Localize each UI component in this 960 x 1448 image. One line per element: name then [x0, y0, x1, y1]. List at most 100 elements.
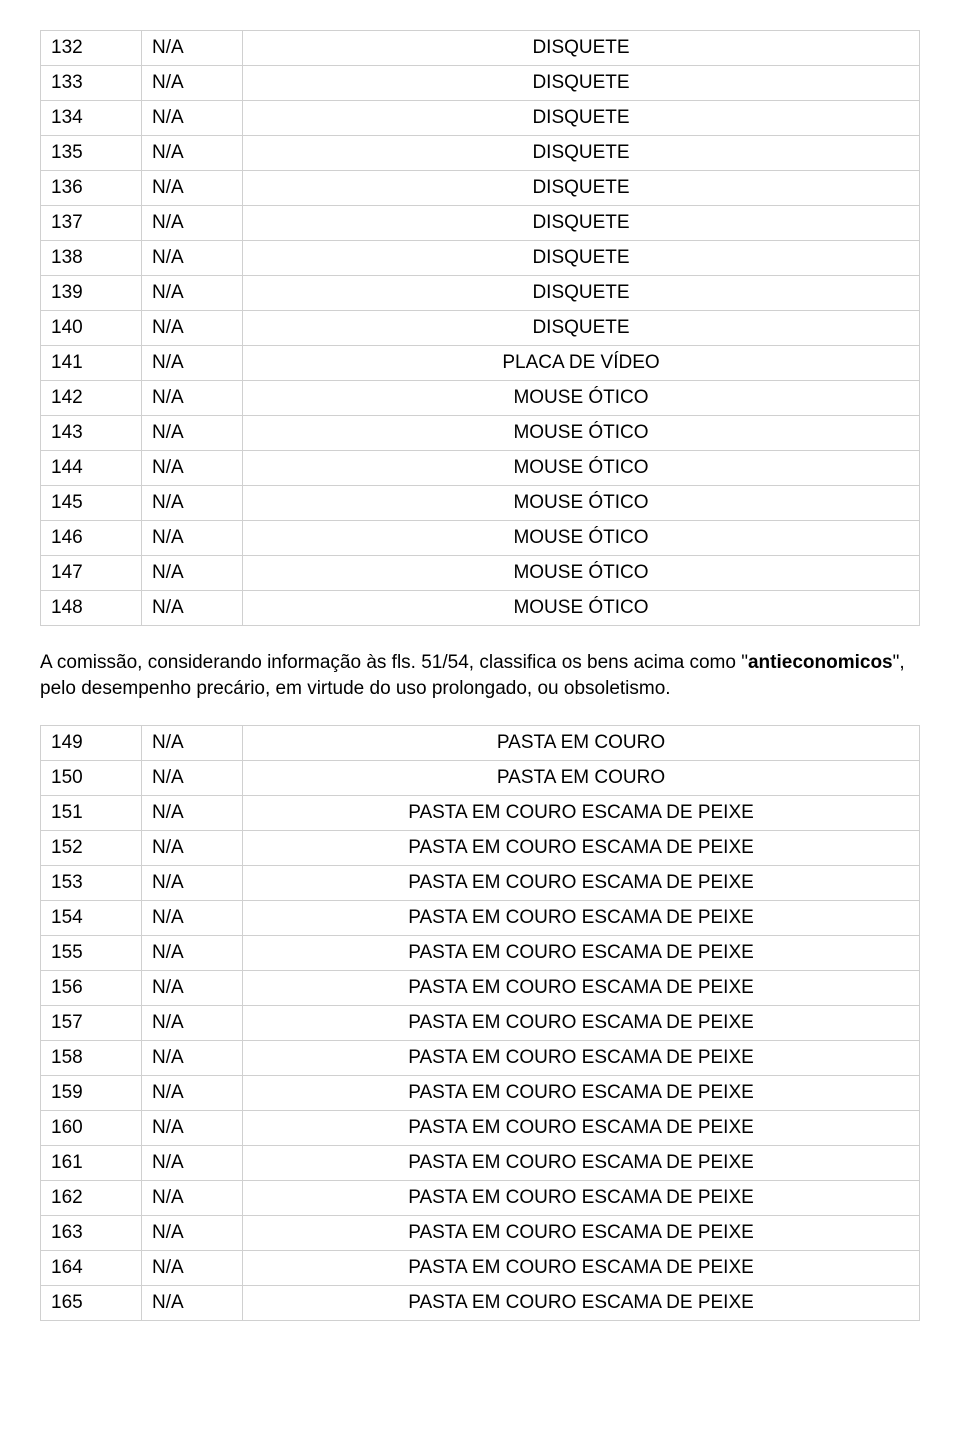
cell-num: 142	[41, 381, 142, 416]
cell-na: N/A	[142, 241, 243, 276]
cell-na: N/A	[142, 346, 243, 381]
cell-desc: MOUSE ÓTICO	[243, 521, 920, 556]
cell-na: N/A	[142, 171, 243, 206]
cell-num: 154	[41, 901, 142, 936]
table-row: 159N/APASTA EM COURO ESCAMA DE PEIXE	[41, 1076, 920, 1111]
cell-na: N/A	[142, 1111, 243, 1146]
items-table-top: 132N/ADISQUETE133N/ADISQUETE134N/ADISQUE…	[40, 30, 920, 626]
table-row: 132N/ADISQUETE	[41, 31, 920, 66]
cell-na: N/A	[142, 1251, 243, 1286]
cell-num: 140	[41, 311, 142, 346]
cell-na: N/A	[142, 971, 243, 1006]
para-bold: antieconomicos	[748, 652, 893, 673]
cell-num: 132	[41, 31, 142, 66]
cell-desc: PASTA EM COURO	[243, 761, 920, 796]
cell-na: N/A	[142, 136, 243, 171]
cell-desc: DISQUETE	[243, 241, 920, 276]
cell-desc: PASTA EM COURO ESCAMA DE PEIXE	[243, 1111, 920, 1146]
cell-num: 143	[41, 416, 142, 451]
table-row: 163N/APASTA EM COURO ESCAMA DE PEIXE	[41, 1216, 920, 1251]
cell-desc: PASTA EM COURO ESCAMA DE PEIXE	[243, 866, 920, 901]
table-row: 149N/APASTA EM COURO	[41, 726, 920, 761]
cell-desc: MOUSE ÓTICO	[243, 451, 920, 486]
cell-num: 155	[41, 936, 142, 971]
cell-na: N/A	[142, 451, 243, 486]
table-row: 152N/APASTA EM COURO ESCAMA DE PEIXE	[41, 831, 920, 866]
cell-num: 133	[41, 66, 142, 101]
table-row: 158N/APASTA EM COURO ESCAMA DE PEIXE	[41, 1041, 920, 1076]
cell-num: 152	[41, 831, 142, 866]
cell-na: N/A	[142, 276, 243, 311]
cell-desc: PASTA EM COURO ESCAMA DE PEIXE	[243, 1006, 920, 1041]
cell-na: N/A	[142, 66, 243, 101]
cell-desc: DISQUETE	[243, 206, 920, 241]
cell-na: N/A	[142, 206, 243, 241]
cell-desc: DISQUETE	[243, 136, 920, 171]
table-row: 165N/APASTA EM COURO ESCAMA DE PEIXE	[41, 1286, 920, 1321]
cell-desc: PASTA EM COURO ESCAMA DE PEIXE	[243, 1286, 920, 1321]
table-row: 150N/APASTA EM COURO	[41, 761, 920, 796]
cell-num: 156	[41, 971, 142, 1006]
cell-na: N/A	[142, 1041, 243, 1076]
cell-na: N/A	[142, 1146, 243, 1181]
cell-na: N/A	[142, 1181, 243, 1216]
cell-desc: PASTA EM COURO ESCAMA DE PEIXE	[243, 971, 920, 1006]
cell-desc: MOUSE ÓTICO	[243, 486, 920, 521]
cell-na: N/A	[142, 556, 243, 591]
table-row: 136N/ADISQUETE	[41, 171, 920, 206]
cell-desc: PLACA DE VÍDEO	[243, 346, 920, 381]
cell-num: 163	[41, 1216, 142, 1251]
cell-num: 164	[41, 1251, 142, 1286]
table-row: 164N/APASTA EM COURO ESCAMA DE PEIXE	[41, 1251, 920, 1286]
cell-num: 162	[41, 1181, 142, 1216]
cell-na: N/A	[142, 831, 243, 866]
cell-desc: PASTA EM COURO	[243, 726, 920, 761]
cell-na: N/A	[142, 1006, 243, 1041]
table-row: 135N/ADISQUETE	[41, 136, 920, 171]
cell-na: N/A	[142, 726, 243, 761]
cell-num: 157	[41, 1006, 142, 1041]
cell-desc: PASTA EM COURO ESCAMA DE PEIXE	[243, 796, 920, 831]
table-row: 134N/ADISQUETE	[41, 101, 920, 136]
cell-desc: DISQUETE	[243, 171, 920, 206]
cell-na: N/A	[142, 31, 243, 66]
cell-num: 146	[41, 521, 142, 556]
items-table-bottom: 149N/APASTA EM COURO150N/APASTA EM COURO…	[40, 725, 920, 1321]
cell-desc: MOUSE ÓTICO	[243, 556, 920, 591]
table-row: 154N/APASTA EM COURO ESCAMA DE PEIXE	[41, 901, 920, 936]
cell-na: N/A	[142, 901, 243, 936]
table-row: 161N/APASTA EM COURO ESCAMA DE PEIXE	[41, 1146, 920, 1181]
table-row: 151N/APASTA EM COURO ESCAMA DE PEIXE	[41, 796, 920, 831]
cell-num: 139	[41, 276, 142, 311]
cell-desc: DISQUETE	[243, 276, 920, 311]
cell-num: 161	[41, 1146, 142, 1181]
table-row: 157N/APASTA EM COURO ESCAMA DE PEIXE	[41, 1006, 920, 1041]
cell-desc: DISQUETE	[243, 311, 920, 346]
cell-num: 149	[41, 726, 142, 761]
cell-na: N/A	[142, 486, 243, 521]
cell-desc: MOUSE ÓTICO	[243, 591, 920, 626]
cell-desc: PASTA EM COURO ESCAMA DE PEIXE	[243, 1216, 920, 1251]
cell-desc: PASTA EM COURO ESCAMA DE PEIXE	[243, 936, 920, 971]
cell-num: 145	[41, 486, 142, 521]
cell-na: N/A	[142, 521, 243, 556]
cell-na: N/A	[142, 761, 243, 796]
cell-desc: DISQUETE	[243, 66, 920, 101]
cell-na: N/A	[142, 416, 243, 451]
table-row: 137N/ADISQUETE	[41, 206, 920, 241]
cell-desc: PASTA EM COURO ESCAMA DE PEIXE	[243, 831, 920, 866]
cell-desc: PASTA EM COURO ESCAMA DE PEIXE	[243, 1146, 920, 1181]
cell-na: N/A	[142, 796, 243, 831]
table-row: 160N/APASTA EM COURO ESCAMA DE PEIXE	[41, 1111, 920, 1146]
cell-num: 148	[41, 591, 142, 626]
table-row: 144N/AMOUSE ÓTICO	[41, 451, 920, 486]
cell-na: N/A	[142, 591, 243, 626]
cell-na: N/A	[142, 936, 243, 971]
table-row: 156N/APASTA EM COURO ESCAMA DE PEIXE	[41, 971, 920, 1006]
table-row: 145N/AMOUSE ÓTICO	[41, 486, 920, 521]
cell-desc: PASTA EM COURO ESCAMA DE PEIXE	[243, 1181, 920, 1216]
cell-na: N/A	[142, 866, 243, 901]
table-row: 138N/ADISQUETE	[41, 241, 920, 276]
cell-num: 138	[41, 241, 142, 276]
table-row: 141N/APLACA DE VÍDEO	[41, 346, 920, 381]
